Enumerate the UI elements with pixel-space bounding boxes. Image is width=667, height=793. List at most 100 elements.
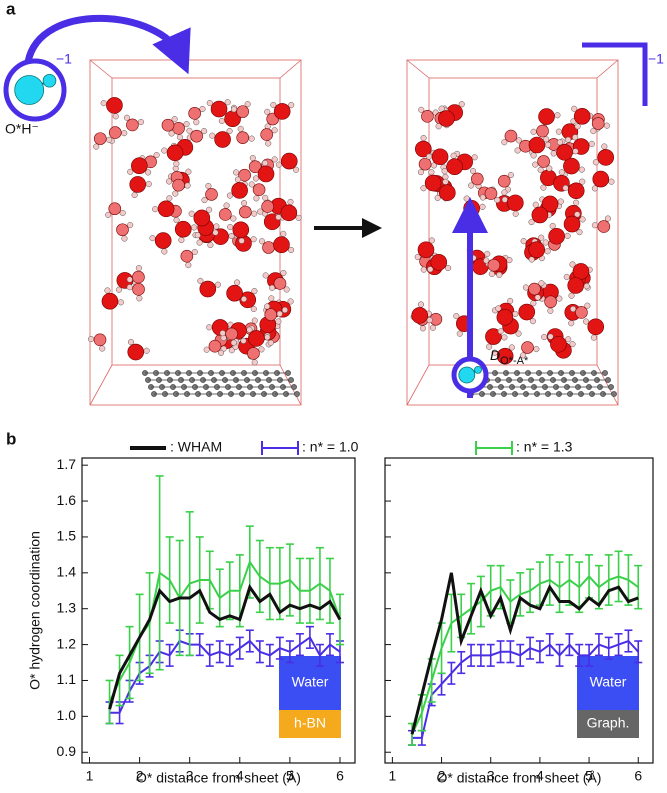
hydrogen xyxy=(127,168,134,175)
error-bar xyxy=(325,633,334,657)
oxygen xyxy=(485,328,502,345)
hydrogen xyxy=(496,271,503,278)
hydrogen xyxy=(414,253,421,261)
error-bar xyxy=(486,643,495,667)
x-tick-label: 6 xyxy=(336,768,344,784)
hydrogen xyxy=(121,130,128,137)
hydrogen xyxy=(569,261,576,268)
hydrogen xyxy=(428,237,435,244)
error-bar xyxy=(535,640,544,664)
hydrogen xyxy=(119,209,126,217)
x-axis-label: O* distance from sheet (Å) xyxy=(437,770,602,786)
y-tick-label: 1.6 xyxy=(57,492,77,508)
y-tick-label: 1.5 xyxy=(57,528,77,544)
hydrogen xyxy=(458,101,465,108)
hydrogen xyxy=(420,185,427,192)
hydrogen xyxy=(262,194,269,201)
box-edge xyxy=(596,364,619,406)
hydrogen xyxy=(270,101,277,108)
hydrogen xyxy=(601,143,608,150)
oxygen xyxy=(101,292,119,310)
distance-symbol: D xyxy=(490,347,500,363)
hydrogen xyxy=(533,346,540,353)
oxygen xyxy=(219,208,232,221)
hydrogen xyxy=(508,344,515,351)
oxygen xyxy=(556,144,573,161)
error-bar xyxy=(614,550,623,603)
hydrogen xyxy=(280,269,287,277)
error-bar xyxy=(624,554,633,606)
oxygen xyxy=(591,117,605,130)
hydrogen xyxy=(514,147,521,154)
hydrogen xyxy=(201,197,208,204)
hydrogen xyxy=(173,160,180,167)
corner-charge: −1 xyxy=(648,51,664,67)
sheet-atom xyxy=(288,377,294,383)
hydrogen xyxy=(267,339,274,346)
oxygen xyxy=(471,172,484,186)
hydrogen xyxy=(420,134,427,142)
error-bar xyxy=(125,625,134,700)
hydrogen xyxy=(213,223,220,230)
sheet-atom xyxy=(605,377,611,383)
oxygen xyxy=(248,160,262,174)
oxygen xyxy=(208,339,222,353)
oxygen xyxy=(415,140,432,158)
hydrogen xyxy=(252,175,259,182)
hydrogen xyxy=(515,137,522,144)
hydrogen xyxy=(563,273,570,280)
hydrogen xyxy=(571,105,578,112)
hydrogen xyxy=(428,169,435,176)
error-bar xyxy=(265,643,274,667)
oxygen xyxy=(248,330,265,347)
ion-label: O*H⁻ xyxy=(5,121,39,137)
oxygen xyxy=(563,157,580,175)
hydrogen xyxy=(145,169,152,176)
hydrogen xyxy=(257,208,264,215)
oxygen xyxy=(536,124,549,138)
annotation-box xyxy=(577,656,639,710)
hydrogen xyxy=(450,152,457,159)
hydrogen xyxy=(251,317,258,324)
error-bar xyxy=(225,561,234,621)
hydrogen xyxy=(131,191,138,199)
error-bar xyxy=(315,643,324,667)
error-bar xyxy=(115,654,124,707)
hydrogen xyxy=(126,276,133,283)
hydrogen xyxy=(549,222,556,230)
oxygen xyxy=(563,215,581,233)
oxygen xyxy=(567,182,585,200)
oxygen xyxy=(108,126,122,139)
wham-line xyxy=(410,572,639,735)
x-tick-label: 5 xyxy=(286,768,294,784)
hydrogen xyxy=(196,239,203,246)
hydrogen xyxy=(543,136,550,143)
hydrogen xyxy=(191,224,198,231)
error-bar xyxy=(195,536,204,624)
x-axis-label: O* distance from sheet (Å) xyxy=(136,770,301,786)
hydrogen xyxy=(253,195,260,202)
hydrogen xyxy=(293,166,300,173)
y-tick-label: 0.9 xyxy=(57,743,77,759)
ion-hydrogen xyxy=(42,73,57,88)
plot-frame xyxy=(81,457,356,764)
oxygen xyxy=(260,128,274,141)
hydrogen xyxy=(287,198,294,205)
error-bar xyxy=(594,564,603,610)
error-bar xyxy=(496,640,505,664)
hydrogen xyxy=(522,284,529,291)
hydrogen xyxy=(186,127,193,134)
oxygen xyxy=(411,307,429,324)
hydrogen xyxy=(515,330,522,337)
hydrogen xyxy=(123,114,130,121)
oxygen xyxy=(127,343,145,361)
box-edge xyxy=(89,364,113,406)
hydrogen xyxy=(420,266,427,273)
annotation-text: h-BN xyxy=(294,715,326,731)
box-edge xyxy=(279,59,302,79)
error-bar xyxy=(604,636,613,660)
sheet-atom xyxy=(294,391,300,397)
error-bar xyxy=(585,643,594,667)
oxygen xyxy=(592,170,610,188)
